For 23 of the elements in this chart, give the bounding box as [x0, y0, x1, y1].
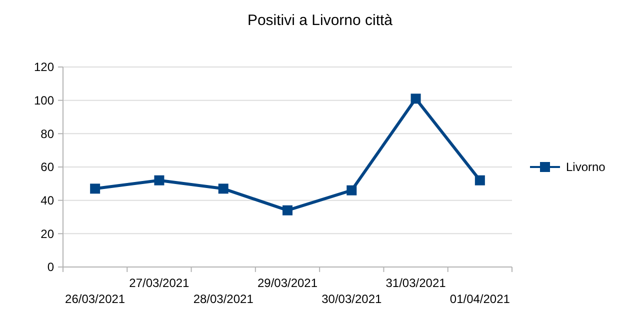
x-tick-label: 28/03/2021 — [193, 292, 254, 306]
y-tick-label: 120 — [34, 60, 54, 74]
y-tick-label: 100 — [34, 94, 54, 108]
x-tick-label: 27/03/2021 — [129, 276, 190, 290]
point — [90, 184, 100, 194]
y-tick-label: 20 — [40, 226, 54, 241]
chart-title: Positivi a Livorno città — [247, 12, 394, 29]
legend-label: Livorno — [566, 160, 606, 174]
x-tick-label: 30/03/2021 — [322, 292, 382, 306]
point — [218, 184, 228, 194]
point — [154, 175, 164, 186]
x-tick-label: 31/03/2021 — [386, 276, 446, 290]
point — [410, 94, 421, 104]
y-tick-label: 60 — [40, 160, 54, 174]
point — [282, 205, 292, 216]
y-tick-label: 0 — [47, 260, 54, 274]
x-tick-label: 01/04/2021 — [450, 292, 510, 306]
point — [474, 175, 485, 186]
y-tick-label: 40 — [40, 194, 54, 208]
x-tick-label: 26/03/2021 — [65, 292, 126, 306]
x-tick-label: 29/03/2021 — [257, 276, 318, 290]
point — [346, 185, 357, 196]
y-tick-label: 80 — [40, 126, 54, 141]
